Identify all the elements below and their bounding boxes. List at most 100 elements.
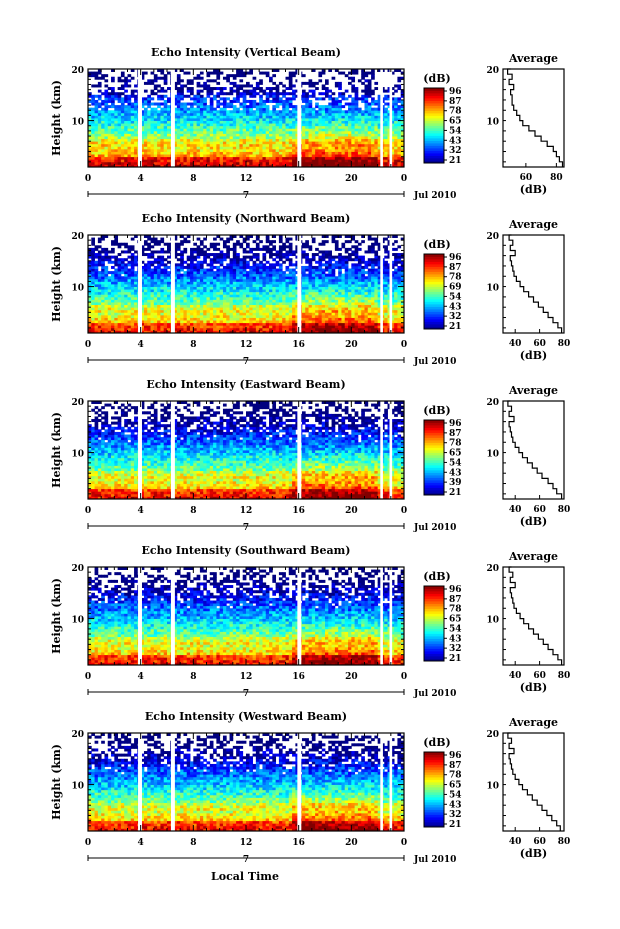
heatmap-cell bbox=[193, 271, 198, 275]
heatmap-cell bbox=[232, 258, 237, 262]
heatmap-cell bbox=[101, 260, 105, 264]
heatmap-cell bbox=[176, 112, 181, 116]
heatmap-cell bbox=[246, 81, 250, 85]
heatmap-cell bbox=[88, 92, 92, 96]
heatmap-cell bbox=[107, 294, 112, 298]
heatmap-cell bbox=[114, 294, 119, 298]
heatmap-cell bbox=[176, 128, 181, 132]
heatmap-cell bbox=[130, 294, 135, 298]
heatmap-cell bbox=[275, 307, 280, 311]
heatmap-cell bbox=[311, 84, 316, 88]
heatmap-cell bbox=[344, 130, 349, 134]
heatmap-cell bbox=[206, 84, 211, 88]
heatmap-cell bbox=[262, 263, 267, 267]
heatmap-cell bbox=[239, 258, 244, 262]
heatmap-cell bbox=[344, 159, 349, 163]
heatmap-cell bbox=[97, 271, 102, 275]
heatmap-cell bbox=[97, 289, 102, 293]
heatmap-cell bbox=[117, 107, 122, 111]
heatmap-cell bbox=[239, 74, 244, 78]
heatmap-cell bbox=[374, 130, 379, 134]
heatmap-cell bbox=[252, 125, 257, 129]
heatmap-cell bbox=[308, 79, 313, 83]
heatmap-cell bbox=[147, 263, 151, 267]
heatmap-cell bbox=[167, 136, 171, 140]
heatmap-cell bbox=[107, 143, 112, 147]
heatmap-cell bbox=[173, 273, 178, 277]
heatmap-cell bbox=[186, 123, 191, 127]
heatmap-cell bbox=[173, 286, 178, 290]
heatmap-cell bbox=[134, 263, 138, 267]
heatmap-cell bbox=[308, 84, 313, 88]
heatmap-cell bbox=[130, 325, 135, 329]
heatmap-cell bbox=[255, 242, 260, 246]
heatmap-cell bbox=[203, 84, 207, 88]
heatmap-cell bbox=[88, 296, 92, 300]
heatmap-cell bbox=[120, 159, 125, 163]
heatmap-cell bbox=[239, 235, 244, 238]
heatmap-cell bbox=[265, 151, 270, 155]
heatmap-cell bbox=[318, 148, 323, 152]
heatmap-cell bbox=[107, 330, 112, 334]
heatmap-cell bbox=[213, 130, 217, 134]
heatmap-cell bbox=[275, 302, 280, 306]
heatmap-cell bbox=[104, 265, 109, 269]
heatmap-cell bbox=[216, 294, 221, 298]
heatmap-cell bbox=[334, 120, 339, 124]
heatmap-cell bbox=[160, 258, 165, 262]
heatmap-cell bbox=[186, 268, 191, 272]
heatmap-cell bbox=[246, 314, 250, 318]
heatmap-cell bbox=[140, 159, 145, 163]
heatmap-cell bbox=[265, 325, 270, 329]
heatmap-cell bbox=[150, 71, 155, 75]
heatmap-cell bbox=[242, 112, 247, 116]
heatmap-cell bbox=[173, 317, 178, 321]
heatmap-cell bbox=[282, 84, 286, 88]
heatmap-cell bbox=[190, 125, 194, 129]
heatmap-cell bbox=[101, 265, 105, 269]
heatmap-cell bbox=[255, 263, 260, 267]
heatmap-cell bbox=[246, 136, 250, 140]
heatmap-cell bbox=[173, 314, 178, 318]
heatmap-cell bbox=[232, 130, 237, 134]
colorbar-band bbox=[424, 128, 444, 131]
heatmap-cell bbox=[272, 148, 277, 152]
heatmap-cell bbox=[150, 240, 155, 244]
heatmap-cell bbox=[357, 148, 362, 152]
heatmap-cell bbox=[186, 276, 191, 280]
x-tick-label: 8 bbox=[190, 174, 196, 184]
heatmap-cell bbox=[117, 317, 122, 321]
heatmap-cell bbox=[97, 240, 102, 244]
heatmap-cell bbox=[91, 115, 95, 119]
heatmap-cell bbox=[196, 286, 201, 290]
heatmap-cell bbox=[107, 138, 112, 142]
heatmap-cell bbox=[278, 271, 283, 275]
heatmap-cell bbox=[344, 97, 349, 101]
heatmap-cell bbox=[120, 276, 125, 280]
heatmap-cell bbox=[348, 105, 352, 109]
heatmap-cell bbox=[318, 138, 323, 142]
heatmap-cell bbox=[275, 322, 280, 326]
heatmap-cell bbox=[163, 112, 168, 116]
heatmap-cell bbox=[292, 159, 296, 163]
heatmap-cell bbox=[354, 102, 359, 106]
heatmap-cell bbox=[203, 97, 207, 101]
heatmap-cell bbox=[143, 156, 148, 160]
heatmap-cell bbox=[107, 314, 112, 318]
heatmap-cell bbox=[255, 258, 260, 262]
heatmap-cell bbox=[107, 284, 112, 287]
heatmap-cell bbox=[143, 302, 148, 306]
heatmap-cell bbox=[239, 314, 244, 318]
heatmap-cell bbox=[120, 302, 125, 306]
heatmap-cell bbox=[232, 133, 237, 137]
heatmap-cell bbox=[219, 151, 224, 155]
heatmap-cell bbox=[282, 146, 286, 150]
heatmap-cell bbox=[186, 125, 191, 129]
heatmap-cell bbox=[97, 89, 102, 93]
heatmap-cell bbox=[341, 97, 346, 101]
heatmap-cell bbox=[104, 302, 109, 306]
heatmap-cell bbox=[255, 146, 260, 150]
heatmap-cell bbox=[134, 291, 138, 295]
heatmap-cell bbox=[229, 291, 234, 295]
heatmap-cell bbox=[265, 110, 270, 114]
